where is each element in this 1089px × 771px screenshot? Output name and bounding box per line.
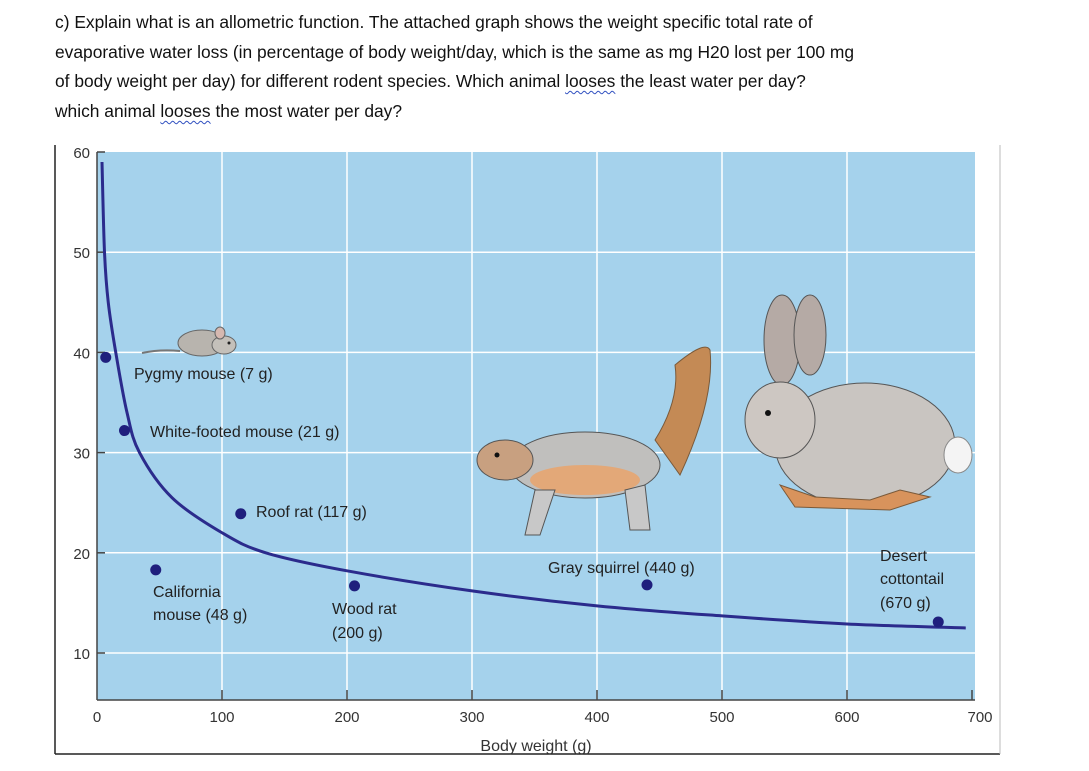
- x-tick-label: 700: [967, 709, 992, 726]
- question-line-1: c) Explain what is an allometric functio…: [55, 12, 813, 32]
- y-tick-label: 20: [73, 546, 90, 563]
- y-tick-label: 50: [73, 245, 90, 262]
- squirrel-illustration: [476, 346, 712, 536]
- x-tick-label: 300: [459, 709, 484, 726]
- point-label-california-mouse-2: mouse (48 g): [153, 607, 247, 624]
- point-label-desert-cottontail-1: Desert: [880, 548, 928, 565]
- x-axis-title: Body weight (g): [480, 738, 591, 755]
- x-tick-label: 0: [93, 709, 101, 726]
- question-line-3: of body weight per day) for different ro…: [55, 67, 854, 97]
- x-tick-label: 200: [334, 709, 359, 726]
- point-label-desert-cottontail-3: (670 g): [880, 595, 931, 612]
- point-label-wood-rat-1: Wood rat: [332, 601, 397, 618]
- x-tick-label: 400: [584, 709, 609, 726]
- data-point: [349, 580, 360, 592]
- question-text-part: of body weight per day) for different ro…: [55, 71, 566, 92]
- spellcheck-word: looses: [565, 71, 616, 92]
- mouse-illustration: [141, 326, 237, 357]
- question-line-2: evaporative water loss (in percentage of…: [55, 41, 855, 62]
- spellcheck-word: looses: [160, 100, 211, 121]
- data-point: [932, 616, 944, 628]
- data-point: [641, 579, 653, 591]
- data-point: [235, 508, 247, 520]
- rabbit-illustration: [744, 294, 973, 511]
- x-tick-label: 100: [209, 709, 234, 726]
- point-label-california-mouse-1: California: [153, 584, 221, 601]
- x-tick-label: 500: [709, 709, 734, 726]
- question-text-part: which animal: [55, 100, 161, 121]
- point-label-gray-squirrel: Gray squirrel (440 g): [548, 560, 695, 577]
- question-text-part: the least water per day?: [615, 71, 806, 92]
- fit-curve: [100, 161, 966, 630]
- point-label-wood-rat-2: (200 g): [332, 625, 383, 642]
- data-point: [100, 351, 112, 363]
- question-text: c) Explain what is an allometric functio…: [55, 8, 854, 126]
- y-tick-label: 30: [73, 446, 90, 463]
- point-label-roof-rat: Roof rat (117 g): [256, 504, 367, 521]
- x-tick-label: 600: [834, 709, 859, 726]
- point-label-desert-cottontail-2: cottontail: [880, 571, 944, 588]
- point-label-white-footed-mouse: White-footed mouse (21 g): [150, 424, 339, 441]
- question-line-4: which animal looses the most water per d…: [55, 97, 854, 127]
- data-point: [119, 425, 130, 437]
- y-tick-label: 40: [73, 345, 90, 362]
- y-tick-label: 10: [73, 646, 90, 663]
- question-text-part: the most water per day?: [210, 100, 403, 121]
- data-point: [150, 564, 162, 576]
- y-tick-label: 60: [73, 145, 90, 162]
- point-label-pygmy-mouse: Pygmy mouse (7 g): [134, 366, 273, 383]
